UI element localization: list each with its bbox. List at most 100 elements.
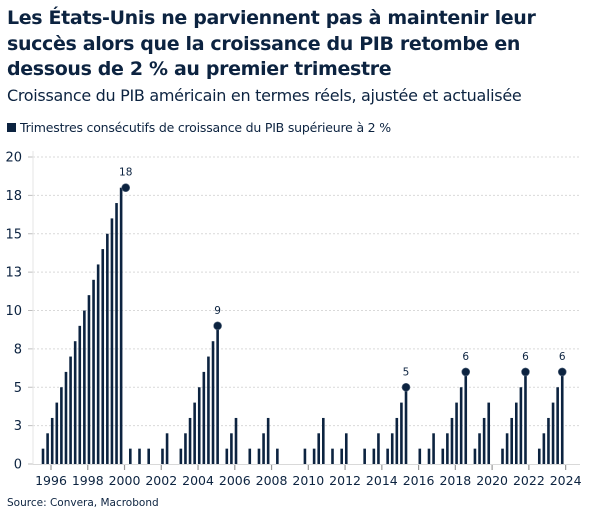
x-tick-label: 2012 <box>329 473 361 488</box>
bar <box>446 433 449 464</box>
bar <box>455 402 458 464</box>
bar <box>234 417 238 464</box>
bar <box>547 417 550 464</box>
x-tick-label: 1996 <box>35 473 67 488</box>
y-tick-label: 20 <box>5 151 22 166</box>
bar <box>340 448 343 464</box>
peak-marker <box>121 183 131 193</box>
bars <box>41 187 564 465</box>
bar <box>459 387 463 464</box>
bar <box>482 417 486 464</box>
bar <box>344 433 348 464</box>
bar <box>556 387 559 464</box>
bar <box>418 448 422 464</box>
bar <box>129 448 132 464</box>
bar <box>147 448 150 464</box>
bar <box>69 356 72 464</box>
bar <box>551 402 555 464</box>
bar <box>202 371 206 464</box>
bar <box>322 417 325 464</box>
bar-chart: 0 3 5 8 10 13 15 18 20 1996 1998 2000 2002 2004 2006 2… <box>5 151 581 489</box>
grid-lines <box>33 156 580 427</box>
annotations: 18 9 5 6 6 6 <box>119 167 567 392</box>
y-tick-label: 3 <box>14 419 22 434</box>
data-label: 18 <box>119 167 132 179</box>
bar <box>83 310 86 464</box>
bar <box>390 433 394 464</box>
x-tick-label: 2020 <box>476 473 508 488</box>
y-tick-label: 8 <box>14 342 22 357</box>
bar <box>161 448 164 464</box>
source-note: Source: Convera, Macrobond <box>7 497 159 509</box>
y-tick-label: 10 <box>5 304 22 319</box>
bar <box>230 433 233 464</box>
bar <box>211 341 215 464</box>
bar <box>395 417 399 464</box>
bar <box>73 341 77 464</box>
peak-marker <box>521 367 530 377</box>
x-tick-label: 2010 <box>292 473 324 488</box>
peak-marker <box>557 367 567 377</box>
y-tick-label: 5 <box>14 381 22 396</box>
bar <box>441 448 445 464</box>
bar <box>377 433 380 464</box>
bar <box>225 448 229 464</box>
peak-marker <box>461 367 471 377</box>
chart-title: Les États-Unis ne parviennent pas à main… <box>7 7 536 80</box>
bar <box>266 417 270 464</box>
data-label: 6 <box>462 351 469 363</box>
bar <box>514 402 518 464</box>
bar <box>115 203 118 465</box>
x-tick-label: 2002 <box>145 473 177 488</box>
x-tick-label: 2000 <box>109 473 141 488</box>
bar <box>60 387 63 464</box>
bar <box>257 448 261 464</box>
x-tick-label: 2014 <box>366 473 398 488</box>
x-tick-label: 2008 <box>256 473 288 488</box>
y-tick-label: 18 <box>5 189 22 204</box>
bar <box>188 417 192 464</box>
bar <box>464 371 468 464</box>
bar <box>96 264 100 464</box>
bar <box>92 279 95 464</box>
bar <box>216 325 219 464</box>
data-label: 5 <box>403 366 410 378</box>
bar <box>487 402 491 464</box>
x-tick-label: 2018 <box>439 473 471 488</box>
bar <box>372 448 376 464</box>
bar <box>46 433 49 464</box>
bar <box>165 433 169 464</box>
peak-marker <box>401 382 411 392</box>
bar <box>207 356 210 464</box>
bar <box>317 433 321 464</box>
x-tick-label: 2022 <box>513 473 545 488</box>
bar <box>386 448 389 464</box>
bar <box>560 371 564 464</box>
bar <box>179 448 183 464</box>
data-label: 6 <box>559 351 566 363</box>
bar <box>41 448 45 464</box>
x-tick-label: 1998 <box>72 473 104 488</box>
bar <box>106 233 109 464</box>
y-tick-label: 15 <box>5 227 22 242</box>
data-label: 9 <box>214 305 221 317</box>
y-tick-label: 13 <box>5 266 22 281</box>
bar <box>276 448 279 464</box>
bar <box>78 325 82 464</box>
bar <box>184 433 187 464</box>
bar <box>432 433 435 464</box>
data-label: 6 <box>522 351 529 363</box>
y-axis: 0 3 5 8 10 13 15 18 20 <box>5 151 34 473</box>
bar <box>110 218 114 464</box>
bar <box>50 417 54 464</box>
bar <box>519 387 523 464</box>
bar <box>501 448 504 464</box>
peak-marker <box>213 321 222 331</box>
y-tick-label: 0 <box>14 458 22 473</box>
bar <box>331 448 334 464</box>
bar <box>524 371 527 464</box>
bar <box>427 448 431 464</box>
legend: Trimestres consécutifs de croissance du … <box>7 120 391 135</box>
bar <box>197 387 201 464</box>
bar <box>262 433 265 464</box>
